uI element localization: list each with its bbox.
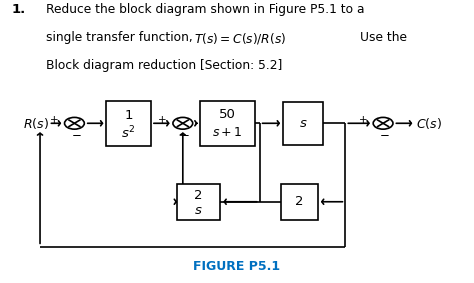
Text: single transfer function,: single transfer function, [46, 31, 193, 44]
Text: FIGURE P5.1: FIGURE P5.1 [193, 260, 281, 273]
Text: $s$: $s$ [194, 204, 203, 217]
Text: +: + [50, 115, 58, 125]
FancyBboxPatch shape [177, 184, 220, 220]
Text: $T(s) = C(s)/R(s)$: $T(s) = C(s)/R(s)$ [194, 31, 286, 46]
FancyBboxPatch shape [201, 101, 255, 146]
Text: $R(s)$: $R(s)$ [23, 116, 48, 131]
Text: 2: 2 [194, 188, 202, 201]
Text: −: − [180, 129, 190, 142]
Text: $s$: $s$ [299, 117, 307, 130]
Text: +: + [358, 115, 367, 125]
Text: −: − [72, 129, 81, 142]
FancyBboxPatch shape [281, 184, 318, 220]
Text: +: + [158, 115, 167, 125]
FancyBboxPatch shape [283, 102, 323, 145]
Text: Block diagram reduction [Section: 5.2]: Block diagram reduction [Section: 5.2] [46, 59, 283, 72]
Text: Use the: Use the [360, 31, 408, 44]
Text: 1: 1 [124, 109, 133, 122]
Text: $s+1$: $s+1$ [212, 126, 243, 139]
Text: $C(s)$: $C(s)$ [416, 116, 442, 131]
Text: 1.: 1. [12, 3, 26, 16]
Text: Reduce the block diagram shown in Figure P5.1 to a: Reduce the block diagram shown in Figure… [46, 3, 365, 16]
Text: $s^2$: $s^2$ [121, 124, 136, 141]
Text: 50: 50 [219, 108, 236, 121]
Text: 2: 2 [295, 195, 303, 208]
Text: −: − [380, 129, 390, 142]
FancyBboxPatch shape [106, 101, 151, 146]
